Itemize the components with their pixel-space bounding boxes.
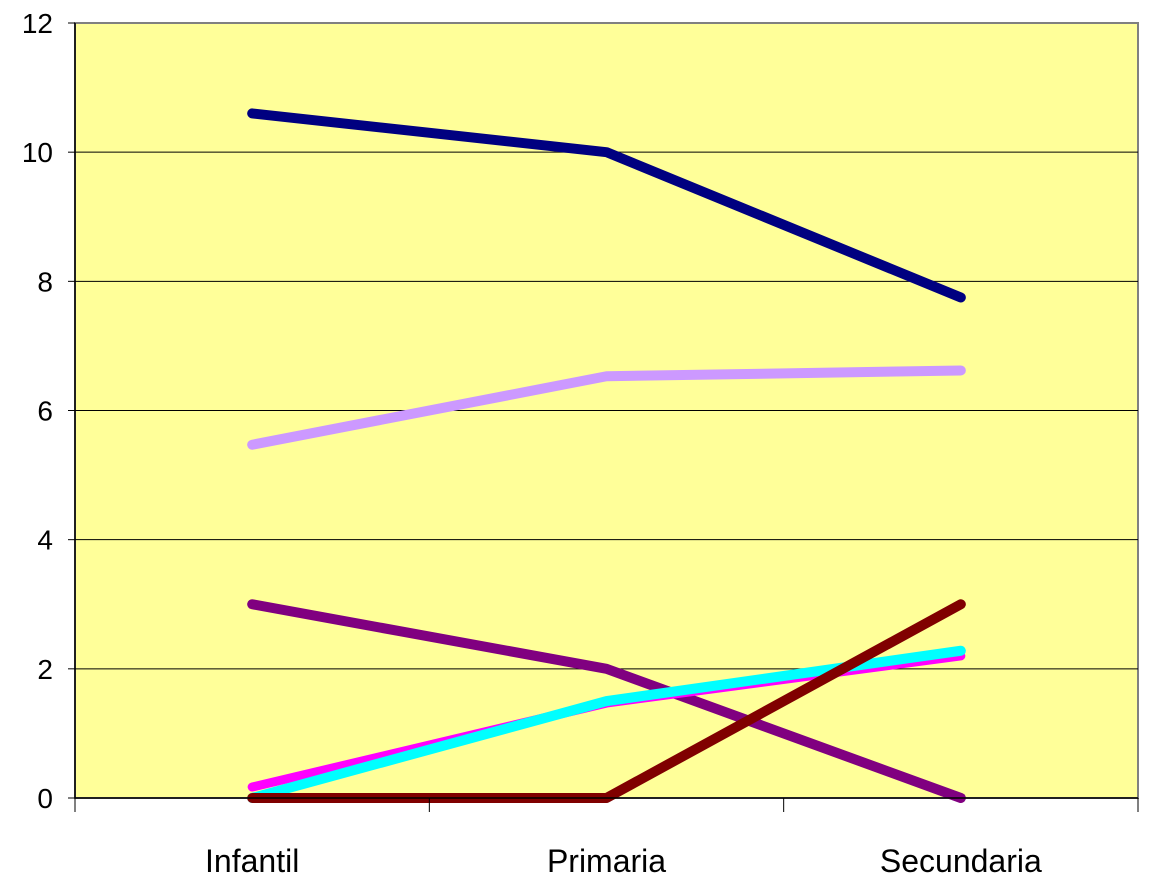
- y-tick-label: 4: [37, 525, 53, 556]
- axes: [68, 22, 1139, 812]
- y-tick-label: 0: [37, 783, 53, 814]
- y-tick-label: 12: [22, 8, 53, 39]
- y-tick-label: 2: [37, 654, 53, 685]
- x-tick-label: Primaria: [547, 843, 666, 879]
- tick-labels: 0 2 4 6 8 10 12 Infantil Primaria Secundaria: [22, 8, 1042, 879]
- series-line-2: [247, 365, 966, 450]
- y-tick-label: 10: [22, 137, 53, 168]
- y-tick-label: 6: [37, 396, 53, 427]
- series-line-1: [247, 108, 966, 303]
- series-line-3: [247, 599, 966, 803]
- y-tick-label: 8: [37, 266, 53, 297]
- x-tick-label: Infantil: [205, 843, 299, 879]
- x-tick-label: Secundaria: [880, 843, 1042, 879]
